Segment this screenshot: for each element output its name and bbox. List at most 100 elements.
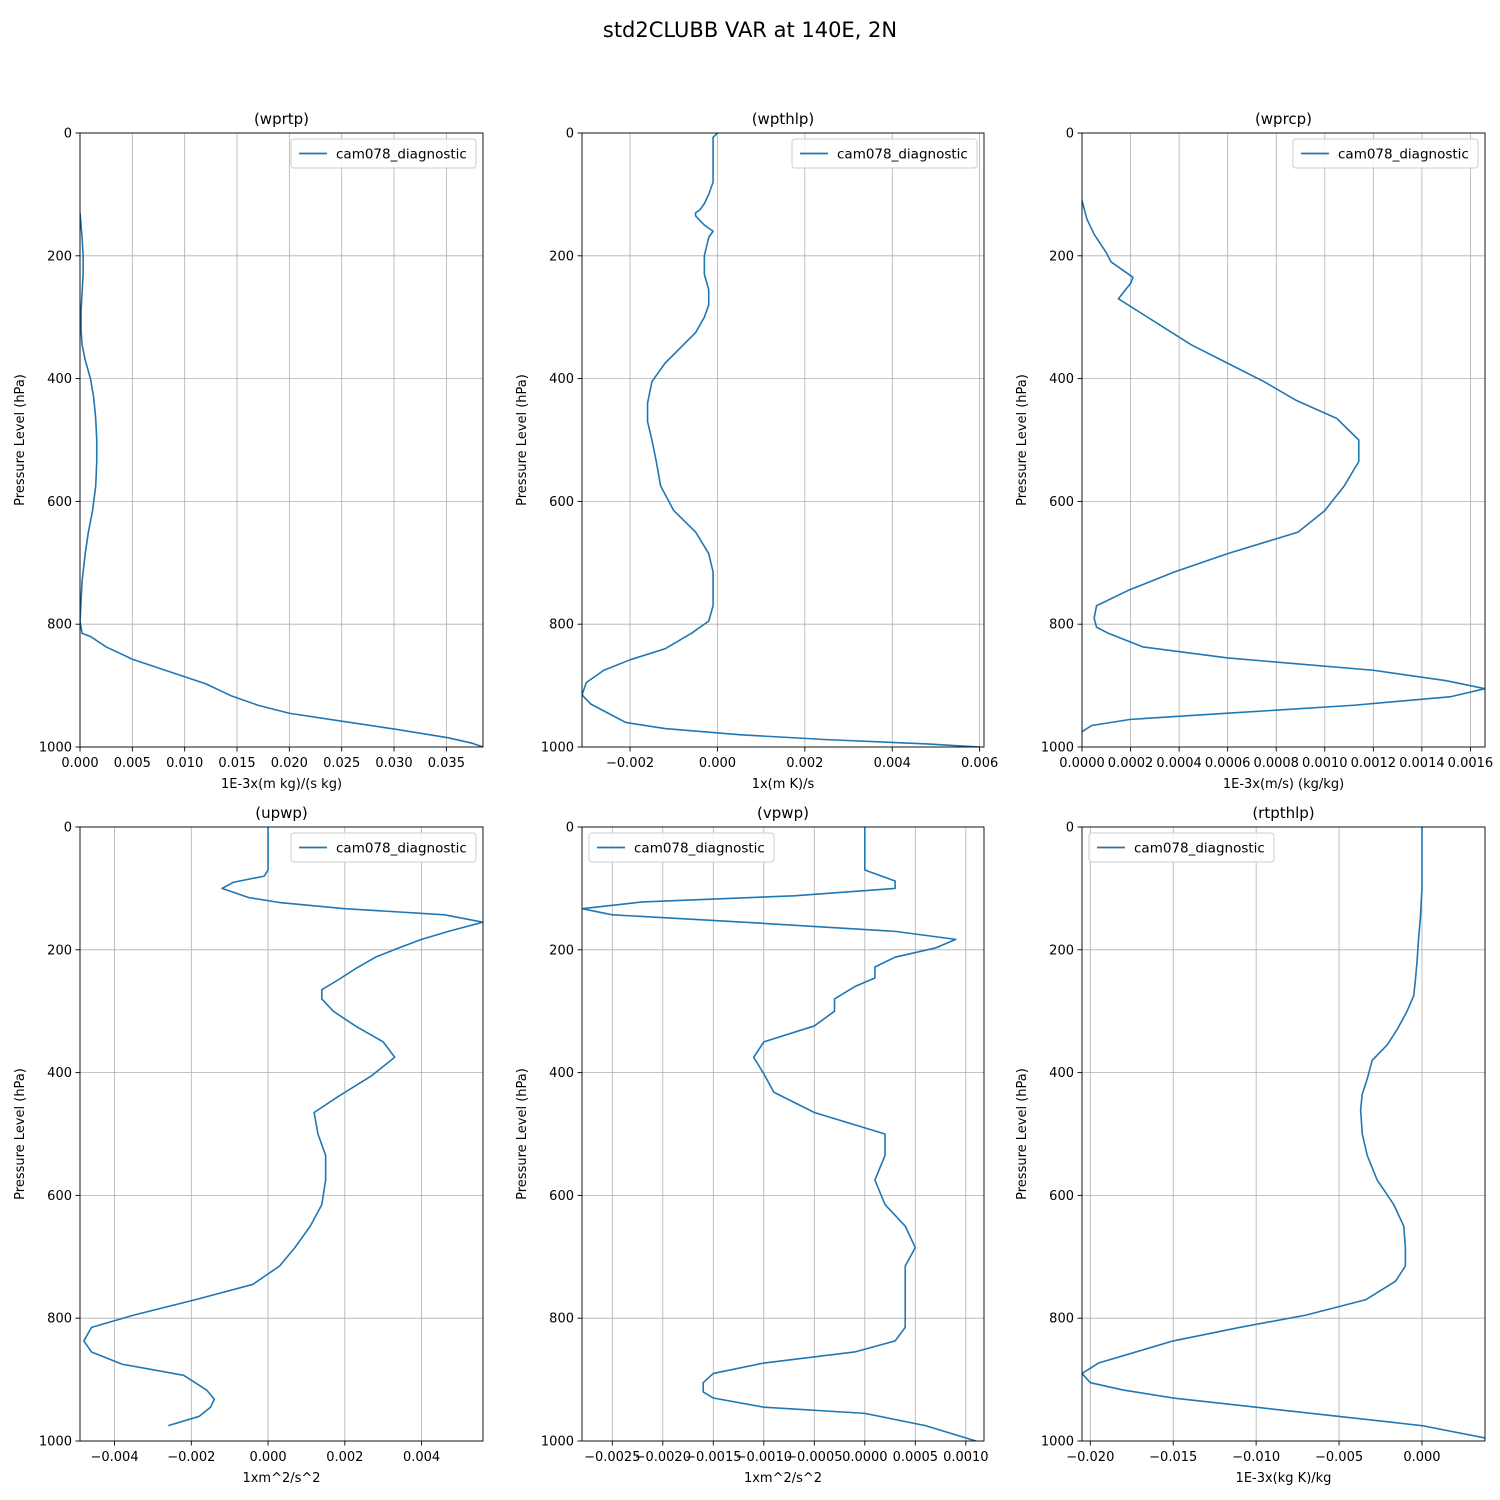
legend: cam078_diagnostic bbox=[588, 832, 775, 863]
x-axis-label: 1x(m K)/s bbox=[752, 777, 815, 792]
x-tick-label: 0.015 bbox=[218, 756, 255, 771]
x-tick-label: 0.0006 bbox=[1205, 756, 1251, 771]
legend-box bbox=[588, 832, 775, 863]
x-tick-label: −0.005 bbox=[1315, 1450, 1363, 1465]
x-tick-label: 0.000 bbox=[699, 756, 736, 771]
y-tick-label: 800 bbox=[47, 1312, 72, 1327]
legend-box bbox=[290, 832, 477, 863]
y-tick-label: 400 bbox=[47, 1066, 72, 1081]
y-axis-label: Pressure Level (hPa) bbox=[1015, 1068, 1030, 1200]
x-tick-label: 0.0000 bbox=[842, 1450, 888, 1465]
legend-label: cam078_diagnostic bbox=[1134, 841, 1265, 857]
y-tick-label: 1000 bbox=[541, 1435, 574, 1450]
y-tick-label: 200 bbox=[47, 943, 72, 958]
x-tick-label: 0.035 bbox=[428, 756, 465, 771]
y-axis-label: Pressure Level (hPa) bbox=[515, 1068, 530, 1200]
y-tick-label: 400 bbox=[549, 1066, 574, 1081]
y-tick-label: 0 bbox=[566, 127, 574, 142]
x-tick-label: 0.000 bbox=[249, 1450, 286, 1465]
y-tick-label: 1000 bbox=[39, 1435, 72, 1450]
legend: cam078_diagnostic bbox=[290, 138, 477, 169]
x-axis-label: 1E-3x(m/s) (kg/kg) bbox=[1223, 777, 1344, 792]
x-tick-label: −0.0005 bbox=[786, 1450, 842, 1465]
x-tick-label: −0.002 bbox=[167, 1450, 215, 1465]
y-tick-label: 800 bbox=[1049, 1312, 1074, 1327]
axes-frame bbox=[1081, 826, 1486, 1442]
y-tick-label: 800 bbox=[549, 1312, 574, 1327]
legend-box bbox=[1292, 138, 1479, 169]
x-tick-label: 0.0005 bbox=[893, 1450, 939, 1465]
y-tick-label: 400 bbox=[549, 372, 574, 387]
y-tick-label: 600 bbox=[1049, 495, 1074, 510]
y-tick-label: 800 bbox=[549, 618, 574, 633]
x-tick-label: −0.0010 bbox=[736, 1450, 792, 1465]
x-axis-label: 1xm^2/s^2 bbox=[242, 1471, 320, 1486]
panels: 0.000 0.005 0.010 0.015 0.020 0.025 0.030 0.035… bbox=[13, 110, 1493, 1486]
panel-title: (vpwp) bbox=[757, 804, 809, 822]
series-line-1 bbox=[83, 827, 483, 1427]
legend-label: cam078_diagnostic bbox=[336, 147, 467, 163]
x-tick-label: 0.0016 bbox=[1448, 756, 1494, 771]
x-tick-label: −0.0015 bbox=[685, 1450, 741, 1465]
legend: cam078_diagnostic bbox=[791, 138, 978, 169]
legend-label: cam078_diagnostic bbox=[1338, 147, 1469, 163]
x-tick-label: 0.020 bbox=[271, 756, 308, 771]
x-tick-label: −0.0020 bbox=[635, 1450, 691, 1465]
y-tick-label: 600 bbox=[549, 1189, 574, 1204]
x-tick-label: −0.010 bbox=[1232, 1450, 1280, 1465]
legend-label: cam078_diagnostic bbox=[837, 147, 968, 163]
panel-1: 0.000 0.005 0.010 0.015 0.020 0.025 0.030 0.035… bbox=[13, 110, 484, 792]
y-axis-label: Pressure Level (hPa) bbox=[13, 1068, 28, 1200]
x-tick-label: −0.004 bbox=[90, 1450, 138, 1465]
y-tick-label: 200 bbox=[549, 249, 574, 264]
x-tick-label: 0.004 bbox=[403, 1450, 440, 1465]
panel-title: (wprcp) bbox=[1255, 110, 1312, 128]
x-tick-label: 0.025 bbox=[323, 756, 360, 771]
y-tick-label: 200 bbox=[549, 943, 574, 958]
series-line-1 bbox=[582, 827, 977, 1441]
y-tick-label: 200 bbox=[47, 249, 72, 264]
y-tick-label: 600 bbox=[47, 1189, 72, 1204]
y-tick-label: 800 bbox=[1049, 618, 1074, 633]
x-tick-label: −0.002 bbox=[606, 756, 654, 771]
legend-box bbox=[1088, 832, 1275, 863]
y-axis-label: Pressure Level (hPa) bbox=[13, 374, 28, 506]
x-tick-label: 0.0010 bbox=[1302, 756, 1348, 771]
panel-title: (wpthlp) bbox=[752, 110, 815, 128]
y-tick-label: 1000 bbox=[1041, 741, 1074, 756]
panel-2: −0.002 0.000 0.002 0.004 0.006 0 200 400 600 800 1… bbox=[515, 110, 998, 792]
x-axis-label: 1E-3x(kg K)/kg bbox=[1236, 1471, 1332, 1486]
y-tick-label: 200 bbox=[1049, 943, 1074, 958]
x-tick-label: 0.0000 bbox=[1059, 756, 1105, 771]
x-tick-label: 0.0004 bbox=[1156, 756, 1202, 771]
y-tick-label: 600 bbox=[549, 495, 574, 510]
legend: cam078_diagnostic bbox=[1292, 138, 1479, 169]
y-tick-label: 1000 bbox=[1041, 1435, 1074, 1450]
panel-6: −0.020 −0.015 −0.010 −0.005 0.000 0 200 400 600 8… bbox=[1015, 804, 1486, 1486]
legend-box bbox=[791, 138, 978, 169]
y-tick-label: 600 bbox=[1049, 1189, 1074, 1204]
x-tick-label: 0.0014 bbox=[1399, 756, 1445, 771]
panel-4: −0.004 −0.002 0.000 0.002 0.004 0 200 400 600 800… bbox=[13, 804, 484, 1486]
y-tick-label: 0 bbox=[64, 821, 72, 836]
x-tick-label: 0.000 bbox=[61, 756, 98, 771]
axes-frame bbox=[79, 132, 484, 748]
x-tick-label: −0.015 bbox=[1149, 1450, 1197, 1465]
x-tick-label: 0.030 bbox=[375, 756, 412, 771]
series-line-1 bbox=[1082, 827, 1485, 1439]
y-tick-label: 0 bbox=[1066, 127, 1074, 142]
panel-title: (upwp) bbox=[255, 804, 308, 822]
legend-label: cam078_diagnostic bbox=[336, 841, 467, 857]
figure-title: std2CLUBB VAR at 140E, 2N bbox=[603, 18, 897, 42]
legend: cam078_diagnostic bbox=[1088, 832, 1275, 863]
y-tick-label: 200 bbox=[1049, 249, 1074, 264]
x-tick-label: 0.0012 bbox=[1351, 756, 1397, 771]
x-tick-label: 0.006 bbox=[961, 756, 998, 771]
x-tick-label: 0.0002 bbox=[1108, 756, 1154, 771]
legend: cam078_diagnostic bbox=[290, 832, 477, 863]
x-tick-label: 0.010 bbox=[166, 756, 203, 771]
axes-frame bbox=[581, 826, 985, 1442]
x-tick-label: 0.002 bbox=[786, 756, 823, 771]
panel-title: (wprtp) bbox=[254, 110, 309, 128]
